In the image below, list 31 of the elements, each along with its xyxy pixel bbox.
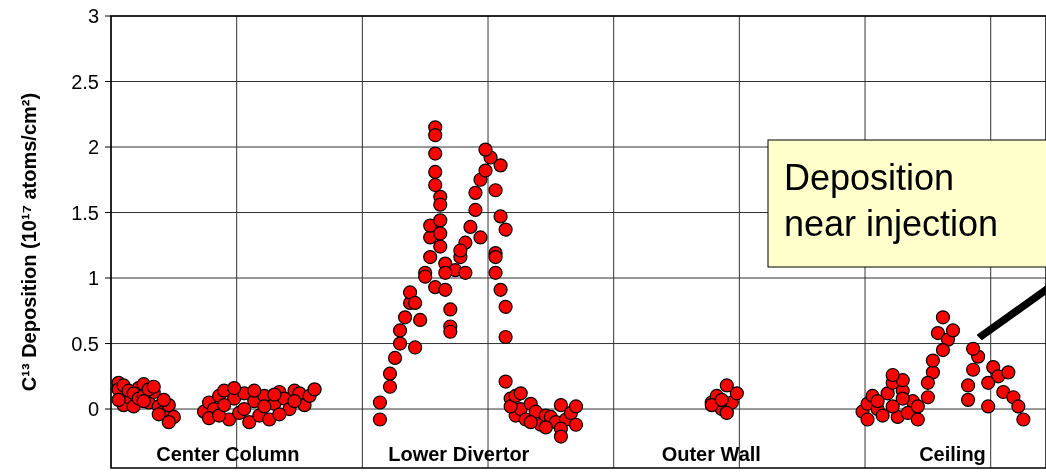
- y-tick-label: 1.5: [71, 201, 99, 224]
- point: [719, 378, 734, 393]
- y-tick-label: 0.5: [71, 332, 99, 355]
- y-tick-label: 0: [87, 398, 99, 421]
- point: [428, 164, 443, 180]
- point: [438, 265, 453, 280]
- y-tick-label: 1: [87, 267, 99, 290]
- point: [428, 128, 443, 143]
- point: [498, 374, 513, 389]
- y-axis-title: C¹³ Deposition (10¹⁷ atoms/cm²): [18, 92, 40, 392]
- point: [885, 367, 900, 383]
- point: [488, 183, 503, 198]
- point: [433, 239, 448, 254]
- point: [433, 226, 448, 241]
- y-tick-label: 3: [87, 5, 99, 27]
- point: [443, 324, 458, 339]
- point: [553, 429, 569, 444]
- point: [428, 177, 443, 193]
- point: [493, 282, 508, 297]
- point: [428, 146, 443, 161]
- point: [895, 391, 910, 406]
- annotation: Lower Divertor: [388, 443, 530, 465]
- point: [136, 394, 151, 409]
- annotation: Deposition near injection: [784, 157, 999, 244]
- annotation: Ceiling: [919, 443, 986, 465]
- y-tick-label: 2.5: [71, 70, 99, 93]
- point: [498, 329, 513, 345]
- point: [111, 392, 126, 407]
- point: [433, 213, 448, 228]
- point: [488, 265, 503, 280]
- y-tick-label: 2: [87, 136, 99, 159]
